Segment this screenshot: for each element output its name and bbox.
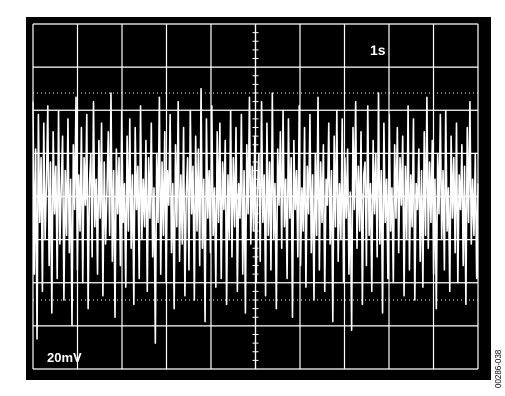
series-line [32,87,479,344]
volts-per-div-label: 20mV [47,350,82,365]
timebase-label: 1s [370,42,386,58]
signal-trace [32,87,479,344]
marker-label-100: 100 [5,86,23,98]
marker-label-90: 90 [8,109,20,121]
marker-label-10: 10 [8,290,20,302]
marker-label-0: 0% [5,312,21,324]
figure-id: 00286-038 [494,349,503,388]
